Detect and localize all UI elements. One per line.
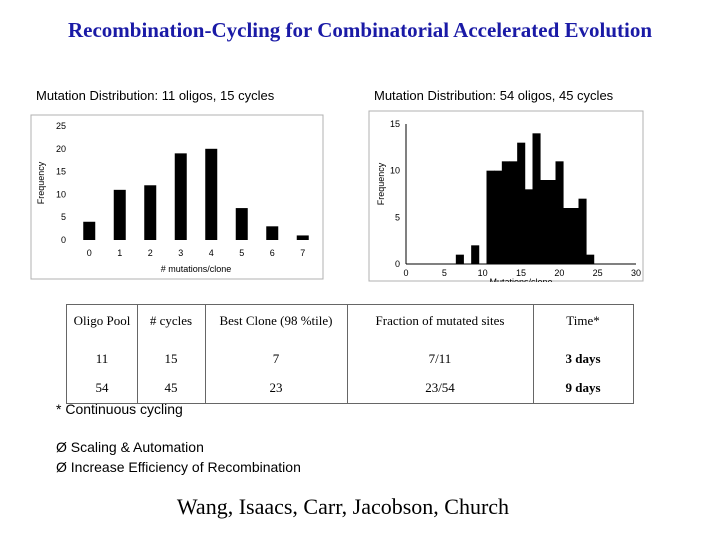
table-cell: 7 [272, 351, 280, 366]
table-cell: 7/11 [428, 351, 452, 366]
x-axis-label: Mutations/clone [489, 277, 552, 282]
bar [296, 235, 309, 240]
x-tick-label: 5 [239, 248, 244, 258]
x-axis-label: # mutations/clone [161, 264, 232, 274]
bar [540, 180, 549, 264]
bar [555, 161, 564, 264]
bar [83, 221, 96, 240]
arrow-bullet-icon: Ø [56, 439, 67, 455]
x-tick-label: 3 [178, 248, 183, 258]
table-cell: 3 days [565, 351, 601, 366]
bar [586, 254, 595, 264]
y-tick-label: 20 [56, 144, 66, 154]
bar [205, 148, 218, 240]
header-fraction: Fraction of mutated sites [375, 313, 505, 328]
x-tick-label: 5 [442, 268, 447, 278]
bar [235, 208, 248, 240]
y-tick-label: 10 [390, 166, 400, 176]
x-tick-label: 15 [516, 268, 526, 278]
bullet-item: Ø Increase Efficiency of Recombination [56, 459, 301, 475]
bar [113, 189, 126, 240]
x-tick-label: 10 [478, 268, 488, 278]
x-tick-label: 0 [87, 248, 92, 258]
bar [509, 161, 518, 264]
footnote: * Continuous cycling [56, 401, 183, 417]
bar [501, 161, 510, 264]
header-oligo-pool: Oligo Pool [73, 313, 131, 328]
bar [570, 208, 579, 264]
bar [266, 226, 279, 240]
x-tick-label: 1 [117, 248, 122, 258]
x-tick-label: 2 [148, 248, 153, 258]
table-cell: 11 [95, 351, 109, 366]
bar [524, 189, 533, 264]
x-tick-label: 7 [300, 248, 305, 258]
bar [532, 133, 541, 264]
table-cell: 15 [164, 351, 178, 366]
chart2-title: Mutation Distribution: 54 oligos, 45 cyc… [374, 88, 614, 103]
header-cycles: # cycles [149, 313, 193, 328]
table-cell: 23 [269, 380, 283, 395]
x-tick-label: 6 [270, 248, 275, 258]
table-cell: 9 days [565, 380, 601, 395]
y-tick-label: 10 [56, 189, 66, 199]
bullet-text: Scaling & Automation [70, 439, 204, 455]
y-tick-label: 15 [390, 119, 400, 129]
x-tick-label: 30 [631, 268, 641, 278]
bar [578, 198, 587, 264]
y-axis-label: Frequency [376, 162, 386, 205]
bar [486, 170, 495, 264]
y-axis-label: Frequency [36, 161, 46, 204]
bar [517, 142, 526, 264]
x-tick-label: 0 [403, 268, 408, 278]
y-tick-label: 25 [56, 121, 66, 131]
table-cell: 45 [164, 380, 178, 395]
y-tick-label: 5 [61, 212, 66, 222]
chart-11-oligos: 0 5 10 15 20 25 0 1 2 3 4 5 6 7 # mutations/clone Frequ… [30, 114, 324, 280]
bar [494, 170, 503, 264]
bullet-text: Increase Efficiency of Recombination [70, 459, 301, 475]
arrow-bullet-icon: Ø [56, 459, 67, 475]
chart-54-oligos: 0 5 10 15 0 5 10 15 20 25 30 Mutations/clone Frequen… [368, 110, 644, 282]
bar [471, 245, 480, 264]
results-table: Oligo Pool # cycles Best Clone (98 %tile… [66, 304, 634, 404]
table-cell: 23/54 [425, 380, 455, 395]
header-time: Time* [566, 313, 600, 328]
y-tick-label: 0 [395, 259, 400, 269]
x-tick-label: 25 [593, 268, 603, 278]
y-tick-label: 5 [395, 212, 400, 222]
bar [547, 180, 556, 264]
x-tick-label: 4 [209, 248, 214, 258]
x-tick-label: 20 [554, 268, 564, 278]
chart1-title: Mutation Distribution: 11 oligos, 15 cyc… [36, 88, 275, 103]
header-best-clone: Best Clone (98 %tile) [219, 313, 333, 328]
authors: Wang, Isaacs, Carr, Jacobson, Church [176, 494, 510, 519]
bar [174, 153, 187, 240]
y-tick-label: 15 [56, 167, 66, 177]
y-tick-label: 0 [61, 235, 66, 245]
page-title: Recombination-Cycling for Combinatorial … [67, 18, 653, 42]
bar [563, 208, 572, 264]
bar [144, 185, 157, 240]
bar [455, 254, 464, 264]
table-cell: 54 [95, 380, 109, 395]
bullet-item: Ø Scaling & Automation [56, 439, 204, 455]
